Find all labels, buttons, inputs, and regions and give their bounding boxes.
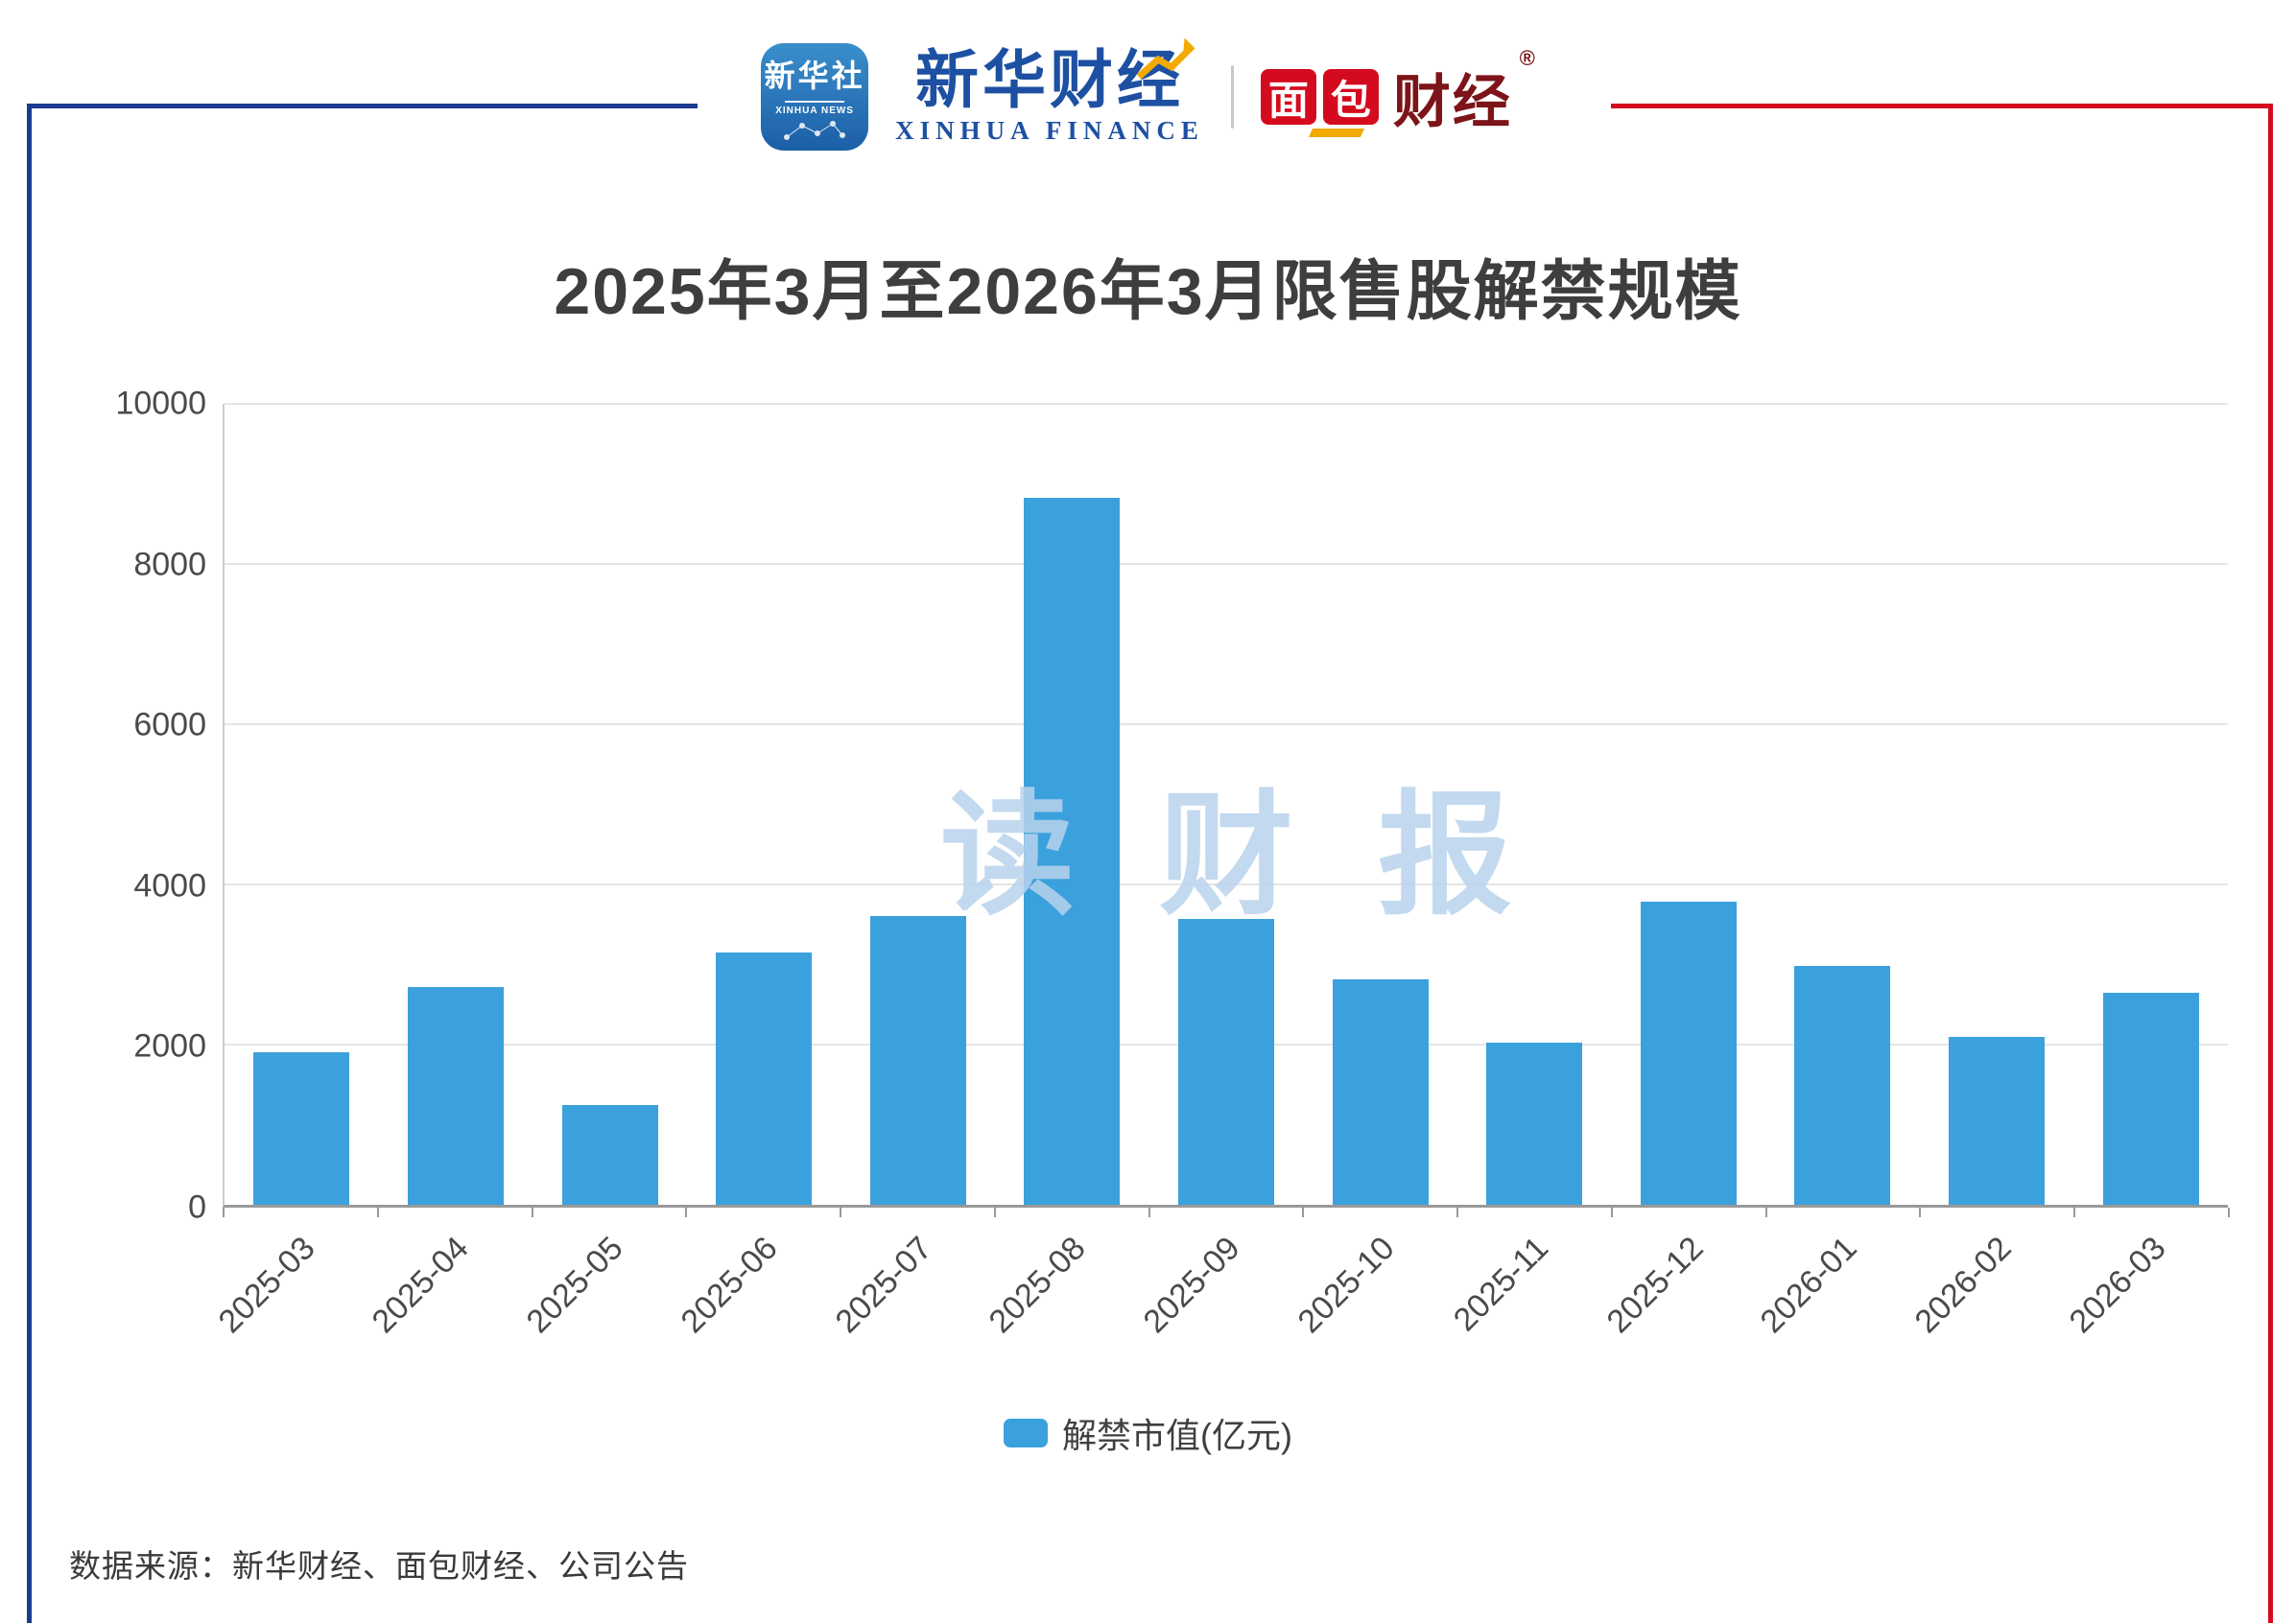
data-source-text: 数据来源：新华财经、面包财经、公司公告	[69, 1548, 689, 1584]
x-axis-tickmark	[2073, 1208, 2076, 1217]
x-axis-tickmark	[840, 1208, 842, 1217]
bar-2025-03[interactable]	[253, 1052, 350, 1205]
bar-2025-08[interactable]	[1024, 497, 1121, 1205]
x-tick-label-2025-09: 2025-09	[1136, 1230, 1247, 1341]
frame-top-left-line	[27, 104, 698, 108]
registered-mark: ®	[1519, 45, 1535, 70]
x-axis-labels: 2025-03 2025-04 2025-05 2025-06 2025-07 2025-…	[211, 1220, 2228, 1374]
logo-separator	[1230, 65, 1234, 129]
x-axis-tickmark	[1764, 1208, 1767, 1217]
xinhua-finance-logo: 新华财经 XINHUA FINANCE	[895, 37, 1204, 146]
legend[interactable]: 解禁市值(亿元)	[0, 1408, 2296, 1458]
x-tick-label-2025-12: 2025-12	[1599, 1230, 1711, 1341]
x-tick-label-2025-11: 2025-11	[1447, 1230, 1556, 1339]
legend-swatch[interactable]	[1004, 1419, 1048, 1447]
x-axis-tickmark	[376, 1208, 379, 1217]
x-axis-tickmark	[993, 1208, 996, 1217]
gridline-8000	[225, 563, 2228, 565]
bread-finance-char2: 包	[1322, 69, 1379, 125]
bar-slot	[1457, 404, 1612, 1205]
bread-finance-char1: 面	[1260, 69, 1316, 125]
x-tick-label-2025-07: 2025-07	[828, 1230, 939, 1341]
frame-top-right-line	[1611, 104, 2273, 108]
bar-slot	[1920, 404, 2074, 1205]
bar-slot	[1303, 404, 1457, 1205]
frame-right-line	[2268, 104, 2273, 1623]
y-tick-2000: 2000	[133, 1027, 206, 1065]
y-tick-8000: 8000	[133, 546, 206, 583]
gridline-6000	[225, 723, 2228, 725]
xinhua-news-cn-text: 新华社	[764, 58, 865, 93]
bar-2025-05[interactable]	[561, 1104, 658, 1205]
xinhua-news-divider	[785, 100, 845, 103]
bar-slot	[2073, 404, 2228, 1205]
y-tick-0: 0	[188, 1188, 206, 1226]
bar-slot	[687, 404, 841, 1205]
y-tick-6000: 6000	[133, 706, 206, 743]
bar-2025-06[interactable]	[716, 952, 813, 1205]
x-tick-label-2026-01: 2026-01	[1753, 1230, 1864, 1341]
y-axis-labels: 0 2000 4000 6000 8000 10000	[0, 386, 206, 1226]
x-axis-tickmark	[1919, 1208, 1922, 1217]
bar-2025-12[interactable]	[1640, 901, 1737, 1205]
x-axis-tickmark	[1456, 1208, 1459, 1217]
bar-slot	[995, 404, 1149, 1205]
bar-slot	[1611, 404, 1765, 1205]
xinhua-finance-en-text: XINHUA FINANCE	[895, 116, 1204, 146]
bar-slot	[1149, 404, 1304, 1205]
y-tick-10000: 10000	[115, 385, 206, 422]
x-axis-tickmark	[685, 1208, 688, 1217]
network-dots-icon	[784, 120, 846, 140]
bar-2026-03[interactable]	[2102, 992, 2199, 1205]
bread-finance-logo: 面 包 财经 ®	[1260, 46, 1535, 139]
bar-2025-04[interactable]	[407, 986, 504, 1205]
bar-2025-10[interactable]	[1332, 978, 1429, 1205]
xinhua-news-en-text: XINHUA NEWS	[775, 105, 854, 116]
bar-slot	[840, 404, 995, 1205]
bar-2026-02[interactable]	[1949, 1036, 2045, 1205]
bar-slot	[225, 404, 379, 1205]
bread-finance-rest-text: 财经	[1392, 69, 1512, 134]
x-axis-ticks	[223, 1208, 2230, 1219]
x-axis-tickmark	[1148, 1208, 1150, 1217]
bar-slot	[379, 404, 533, 1205]
x-tick-label-2025-08: 2025-08	[982, 1230, 1094, 1341]
legend-label[interactable]: 解禁市值(亿元)	[1062, 1416, 1292, 1455]
x-tick-label-2025-03: 2025-03	[211, 1230, 322, 1341]
x-tick-label-2025-06: 2025-06	[674, 1230, 785, 1341]
gold-accent	[1308, 128, 1364, 137]
frame-left-line	[27, 104, 32, 1623]
x-tick-label-2025-10: 2025-10	[1290, 1230, 1402, 1341]
x-tick-label-2026-02: 2026-02	[1907, 1230, 2019, 1341]
x-axis-tickmark	[2228, 1208, 2230, 1217]
bar-2026-01[interactable]	[1794, 966, 1891, 1205]
gridline-4000	[225, 883, 2228, 885]
bar-2025-07[interactable]	[869, 916, 966, 1205]
x-tick-label-2025-04: 2025-04	[365, 1230, 477, 1341]
bar-series	[225, 404, 2228, 1205]
bar-slot	[1765, 404, 1920, 1205]
y-tick-4000: 4000	[133, 867, 206, 905]
xinhua-finance-cn-text: 新华财经	[915, 45, 1184, 116]
header-logos: 新华社 XINHUA NEWS 新华财经 XINHUA FINANCE	[0, 25, 2296, 169]
x-axis-tickmark	[1302, 1208, 1305, 1217]
bar-slot	[533, 404, 687, 1205]
chart-title: 2025年3月至2026年3月限售股解禁规模	[554, 255, 1742, 328]
xinhua-news-logo: 新华社 XINHUA NEWS	[761, 43, 869, 151]
x-tick-label-2025-05: 2025-05	[519, 1230, 630, 1341]
x-tick-label-2026-03: 2026-03	[2062, 1230, 2173, 1341]
gridline-10000	[225, 403, 2228, 405]
x-axis-tickmark	[1610, 1208, 1613, 1217]
bar-2025-09[interactable]	[1177, 918, 1274, 1205]
gold-arrow-icon	[1136, 37, 1195, 80]
x-axis-tickmark	[223, 1208, 225, 1217]
bar-2025-11[interactable]	[1486, 1043, 1583, 1205]
x-axis-tickmark	[531, 1208, 533, 1217]
plot-area: 读财报	[223, 403, 2228, 1208]
